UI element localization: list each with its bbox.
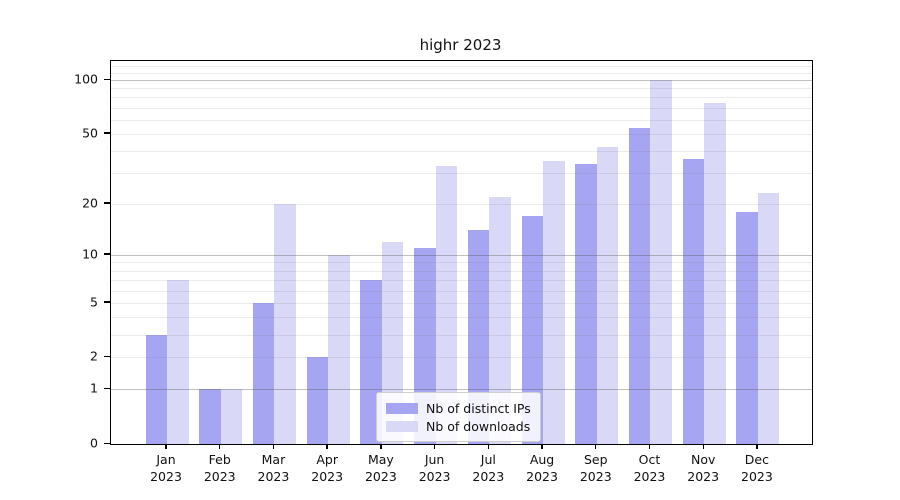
bar-downloads-jan [167,280,189,444]
major-gridline [111,80,812,82]
y-tick-mark [104,442,110,444]
bar-downloads-mar [274,203,296,444]
plot-area [110,60,813,445]
minor-gridline [111,280,812,282]
bar-downloads-feb [220,389,243,444]
x-tick-label: Apr 2023 [311,452,344,484]
bar-downloads-oct [650,80,672,444]
bar-ips-nov [682,159,705,444]
x-tick-label: Jun 2023 [418,452,451,484]
legend-label: Nb of distinct IPs [426,400,531,416]
bar-downloads-jul [489,196,511,444]
legend-swatch-ips [386,402,418,414]
minor-gridline [111,107,812,109]
y-tick-mark [104,253,110,255]
x-tick-mark [756,444,758,449]
minor-gridline [111,72,812,74]
bar-ips-mar [252,302,275,444]
x-tick-label: Feb 2023 [203,452,236,484]
x-tick-mark [595,444,597,449]
minor-gridline [111,262,812,264]
y-tick-label: 5 [90,294,98,310]
minor-gridline [111,290,812,292]
y-tick-mark [104,78,110,80]
minor-gridline [111,88,812,90]
y-tick-mark [104,355,110,358]
y-tick-label: 100 [74,71,98,87]
x-tick-label: Nov 2023 [687,452,720,484]
legend-label: Nb of downloads [426,418,531,434]
bar-ips-aug [521,216,544,444]
legend-row: Nb of distinct IPs [386,399,531,417]
x-tick-label: Mar 2023 [257,452,290,484]
bar-ips-oct [628,128,651,444]
x-tick-label: May 2023 [364,452,397,484]
y-tick-mark [104,301,110,303]
major-gridline [111,254,812,256]
bar-downloads-aug [543,161,565,444]
y-tick-mark [104,202,110,204]
bar-ips-feb [199,389,221,444]
y-tick-label: 10 [82,246,98,262]
x-tick-mark [219,444,221,449]
minor-gridline [111,270,812,272]
x-tick-label: Jan 2023 [150,452,182,484]
minor-gridline [111,173,812,175]
y-tick-label: 2 [90,348,98,364]
x-tick-mark [541,444,543,449]
x-tick-mark [380,444,382,449]
minor-gridline [111,357,812,359]
x-tick-mark [433,444,436,449]
x-tick-label: Jul 2023 [472,452,505,484]
x-tick-label: Aug 2023 [526,452,558,484]
minor-gridline [111,317,812,319]
x-tick-mark [272,444,275,449]
bar-ips-dec [736,211,758,444]
minor-gridline [111,151,812,153]
x-tick-label: Dec 2023 [741,452,773,484]
legend-swatch-downloads [386,420,418,432]
y-tick-label: 0 [90,435,98,451]
bar-downloads-jun [435,165,458,444]
bar-ips-jul [467,230,490,444]
x-tick-mark [702,444,704,449]
y-tick-label: 1 [90,380,98,396]
x-tick-label: Sep 2023 [579,452,612,484]
bar-ips-jan [145,334,167,444]
bar-downloads-sep [596,147,619,444]
x-tick-mark [487,444,489,449]
y-tick-label: 50 [82,125,98,141]
minor-gridline [111,133,812,135]
bar-downloads-dec [757,193,780,444]
minor-gridline [111,302,812,304]
minor-gridline [111,203,812,205]
minor-gridline [111,65,812,67]
x-tick-label: Oct 2023 [633,452,666,484]
x-tick-mark [326,444,328,449]
x-tick-mark [165,444,167,449]
minor-gridline [111,334,812,336]
bar-ips-apr [306,357,329,444]
major-gridline [111,389,812,391]
y-tick-label: 20 [82,195,98,211]
y-tick-mark [104,132,110,134]
bar-downloads-apr [328,254,350,444]
minor-gridline [111,119,812,121]
legend: Nb of distinct IPs Nb of downloads [376,392,541,442]
x-tick-mark [648,444,651,449]
minor-gridline [111,97,812,99]
y-tick-mark [104,387,110,390]
bar-ips-sep [575,163,597,444]
chart-title: highr 2023 [419,36,502,54]
bar-downloads-nov [704,102,726,444]
legend-row: Nb of downloads [386,417,531,435]
